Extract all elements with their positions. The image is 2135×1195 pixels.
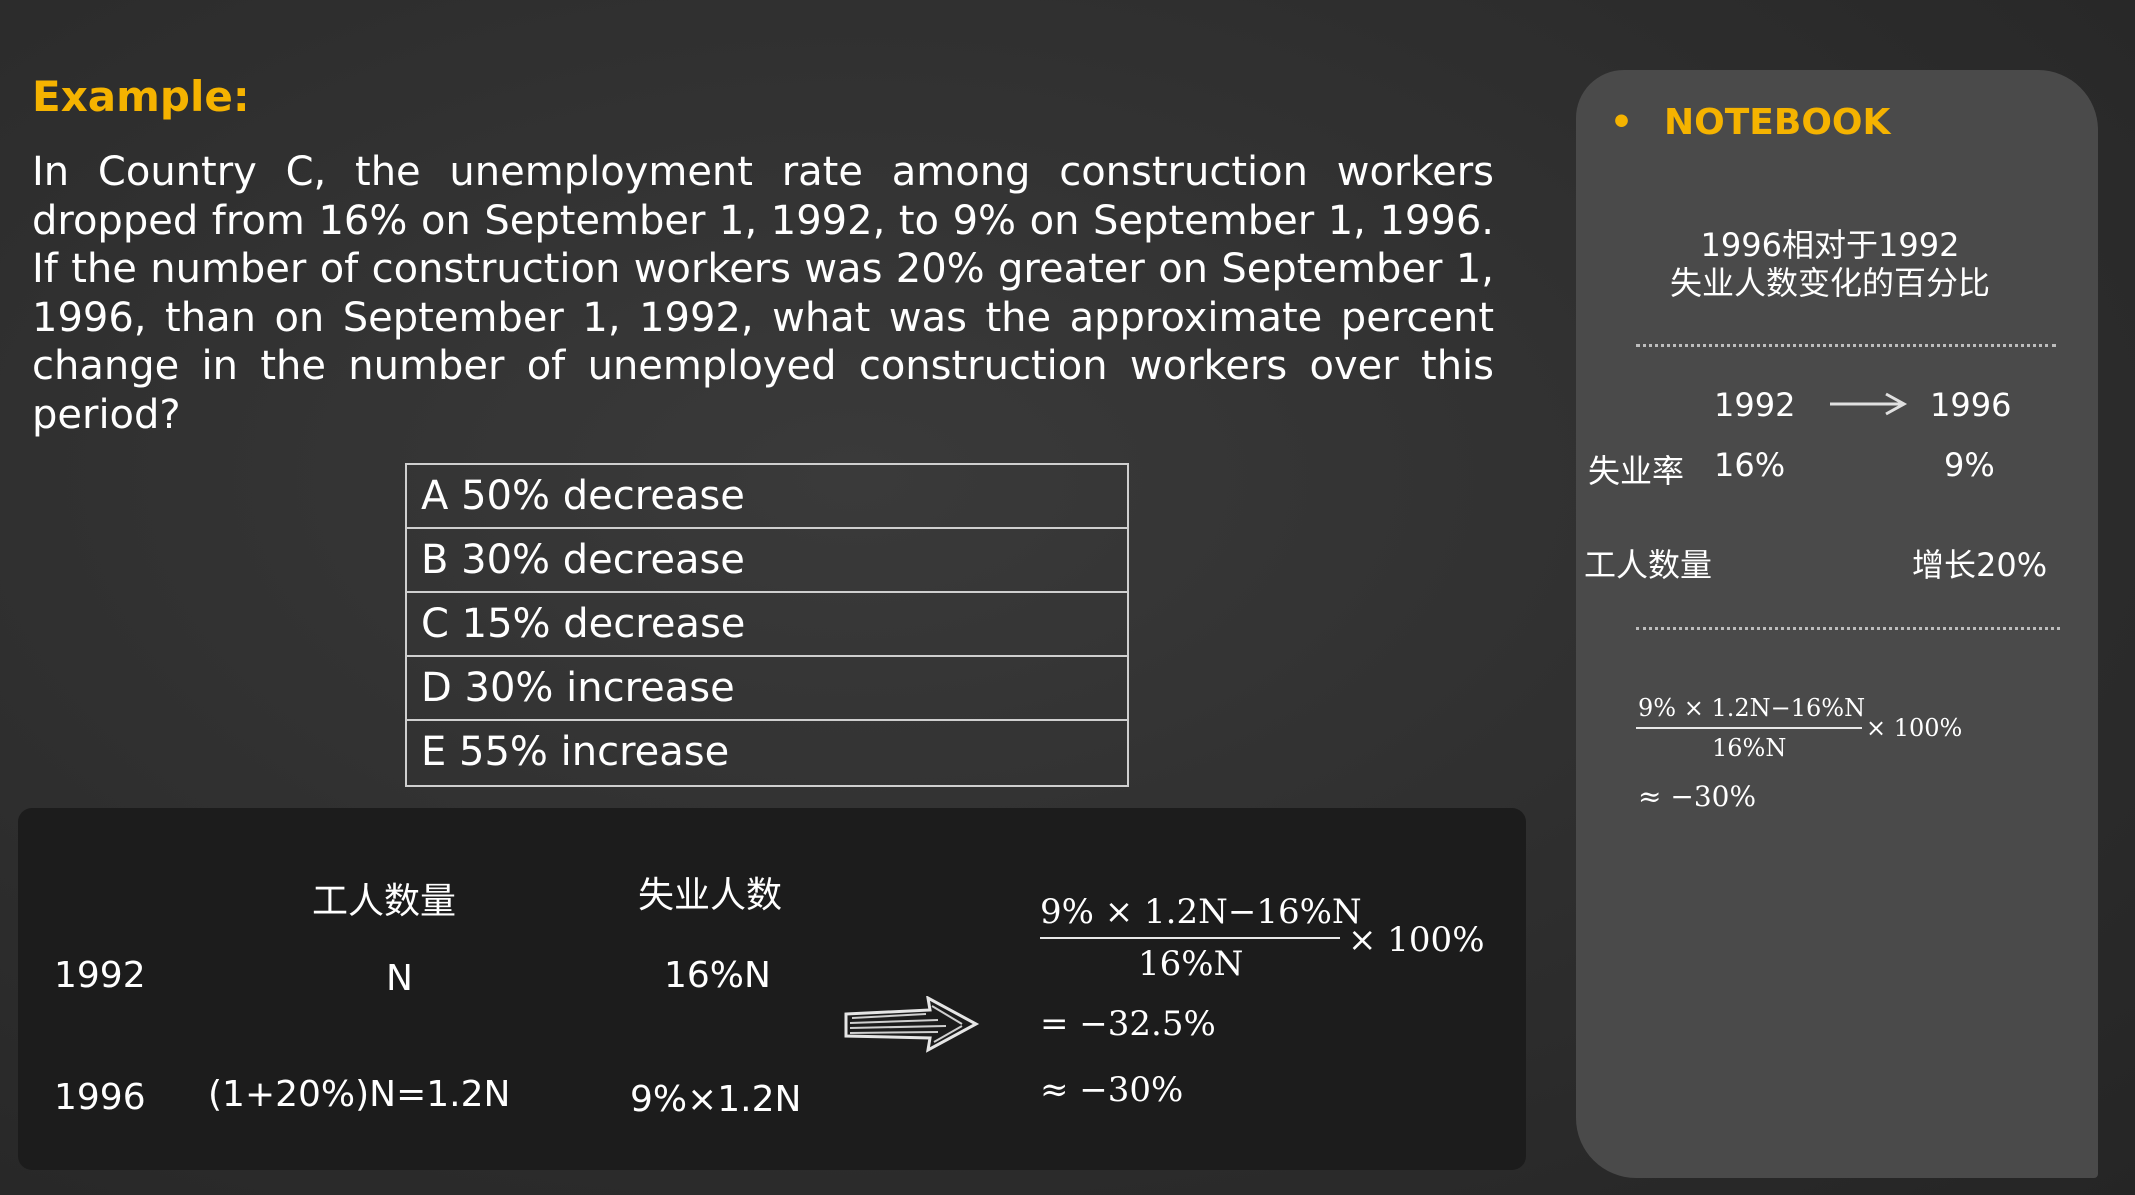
calc-numerator: 9% × 1.2N−16%N	[1040, 892, 1362, 932]
notebook-fraction-bar	[1636, 727, 1862, 729]
calc-fraction-bar	[1040, 937, 1340, 939]
notebook-approx: ≈ −30%	[1638, 780, 1757, 813]
col-header-unemployed: 失业人数	[638, 875, 783, 916]
notebook-year-from: 1992	[1714, 386, 1796, 424]
choice-b[interactable]: B 30% decrease	[407, 529, 1127, 593]
row-workers-1996: (1+20%)N=1.2N	[208, 1074, 511, 1115]
notebook-rate-to: 9%	[1944, 446, 1995, 484]
right-arrow-icon	[844, 996, 980, 1053]
notebook-denominator: 16%N	[1712, 734, 1787, 762]
notebook-workers-change: 增长20%	[1912, 546, 2048, 584]
col-header-workers: 工人数量	[312, 881, 457, 922]
calc-result: = −32.5%	[1040, 1004, 1216, 1044]
notebook-workers-label: 工人数量	[1584, 546, 1713, 584]
answer-choices-table: A 50% decrease B 30% decrease C 15% decr…	[405, 463, 1129, 787]
row-year-1992: 1992	[54, 955, 146, 996]
choice-a[interactable]: A 50% decrease	[407, 465, 1127, 529]
calc-denominator: 16%N	[1138, 944, 1244, 984]
notebook-bullet: •	[1610, 102, 1634, 143]
notebook-panel	[1576, 70, 2098, 1178]
notebook-numerator: 9% × 1.2N−16%N	[1638, 694, 1866, 722]
notebook-title: NOTEBOOK	[1664, 102, 1891, 143]
calc-approx: ≈ −30%	[1040, 1070, 1184, 1110]
notebook-divider-bottom	[1636, 627, 2060, 630]
notebook-multiplier: × 100%	[1866, 714, 1963, 742]
notebook-year-to: 1996	[1930, 386, 2012, 424]
row-unemployed-1992: 16%N	[664, 955, 771, 996]
calc-multiplier: × 100%	[1348, 920, 1485, 960]
solution-panel	[18, 808, 1526, 1170]
notebook-rate-label: 失业率	[1588, 452, 1685, 490]
notebook-rate-from: 16%	[1714, 446, 1786, 484]
row-unemployed-1996: 9%×1.2N	[630, 1079, 802, 1120]
example-heading: Example:	[32, 72, 250, 121]
notebook-divider-top	[1636, 344, 2056, 347]
row-year-1996: 1996	[54, 1077, 146, 1118]
choice-d[interactable]: D 30% increase	[407, 657, 1127, 721]
notebook-subtitle-line2: 失业人数变化的百分比	[1669, 264, 1990, 302]
row-workers-1992: N	[386, 958, 413, 999]
choice-e[interactable]: E 55% increase	[421, 729, 730, 775]
notebook-subtitle-line1: 1996相对于1992	[1700, 226, 1960, 264]
arrow-right-icon	[1830, 392, 1908, 416]
question-text: In Country C, the unemployment rate amon…	[32, 149, 1494, 438]
choice-c[interactable]: C 15% decrease	[407, 593, 1127, 657]
